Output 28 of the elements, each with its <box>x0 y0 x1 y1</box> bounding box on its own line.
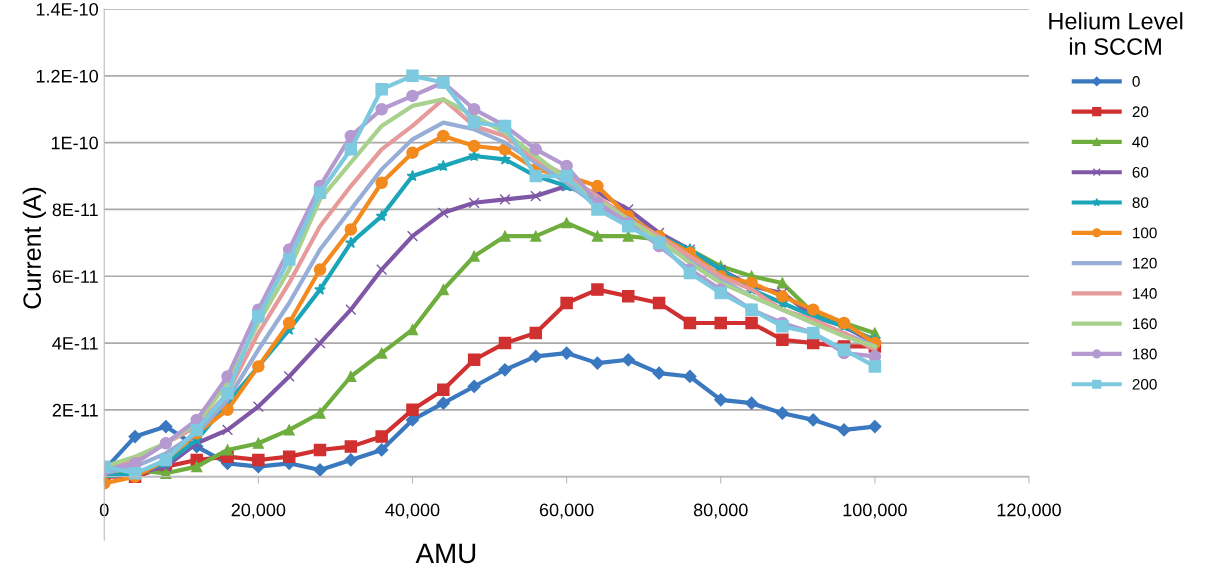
y-tick-label: 1.4E-10 <box>36 2 98 16</box>
x-tick-label: 60,000 <box>539 503 594 519</box>
legend-label: 160 <box>1133 318 1157 330</box>
legend-label: 200 <box>1132 378 1157 390</box>
y-tick-label: 1E-10 <box>51 136 98 150</box>
legend-label: 80 <box>1132 197 1149 209</box>
x-tick-label: 80,000 <box>693 503 748 519</box>
legend-label: 0 <box>1132 76 1140 87</box>
x-tick-label: 100,000 <box>843 503 907 519</box>
y-axis-title: Current (A) <box>22 187 46 309</box>
legend-label: 180 <box>1133 348 1157 360</box>
y-tick-label: 2E-11 <box>52 403 98 417</box>
legend-label: 140 <box>1133 288 1157 299</box>
y-tick-label: 4E-11 <box>52 337 98 350</box>
legend-label: 100 <box>1133 227 1157 239</box>
legend-label: 120 <box>1133 257 1157 269</box>
x-tick-label: 120,000 <box>997 503 1061 519</box>
y-tick-label: 6E-11 <box>52 270 98 283</box>
legend-label: 20 <box>1132 106 1149 118</box>
x-axis-title: AMU <box>415 543 476 564</box>
x-tick-label: 0 <box>99 503 109 517</box>
x-tick-label: 40,000 <box>385 503 440 519</box>
legend-title: Helium Level in SCCM <box>1049 12 1183 55</box>
legend-label: 40 <box>1132 136 1149 148</box>
y-tick-label: 8E-11 <box>52 203 98 217</box>
y-tick-label: 1.2E-10 <box>36 69 98 83</box>
legend-label: 60 <box>1132 166 1149 178</box>
x-tick-label: 20,000 <box>231 503 286 519</box>
